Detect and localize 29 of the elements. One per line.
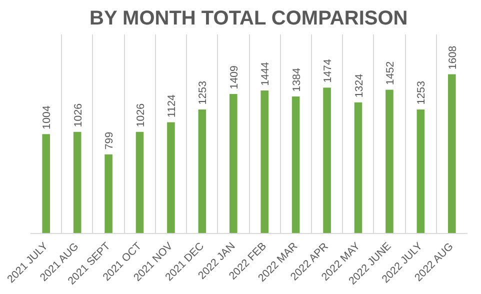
data-label: 1124 (166, 94, 178, 118)
data-label: 799 (104, 132, 116, 150)
data-label: 1324 (353, 74, 366, 98)
data-label: 1384 (290, 68, 303, 92)
bar (448, 74, 456, 234)
bar (73, 132, 82, 234)
bar (167, 122, 175, 234)
chart-title: BY MONTH TOTAL COMPARISON (90, 8, 408, 30)
data-label: 1026 (134, 103, 147, 128)
data-label: 1452 (384, 61, 396, 85)
bar (292, 96, 300, 234)
bar (229, 94, 238, 234)
bar (104, 154, 112, 234)
bar (354, 102, 362, 234)
bar (386, 90, 394, 234)
bar (136, 132, 144, 234)
data-label: 1253 (416, 80, 428, 105)
bar (416, 109, 425, 234)
data-label: 1608 (446, 46, 459, 70)
data-label: 1474 (322, 59, 334, 83)
data-label: 1444 (260, 62, 272, 86)
bar (42, 134, 50, 234)
bar (198, 109, 206, 234)
data-label: 1026 (72, 103, 84, 128)
data-label: 1253 (197, 80, 210, 105)
bar (260, 90, 269, 234)
bar (323, 88, 331, 234)
data-label: 1409 (228, 65, 240, 90)
data-label: 1004 (41, 106, 54, 130)
